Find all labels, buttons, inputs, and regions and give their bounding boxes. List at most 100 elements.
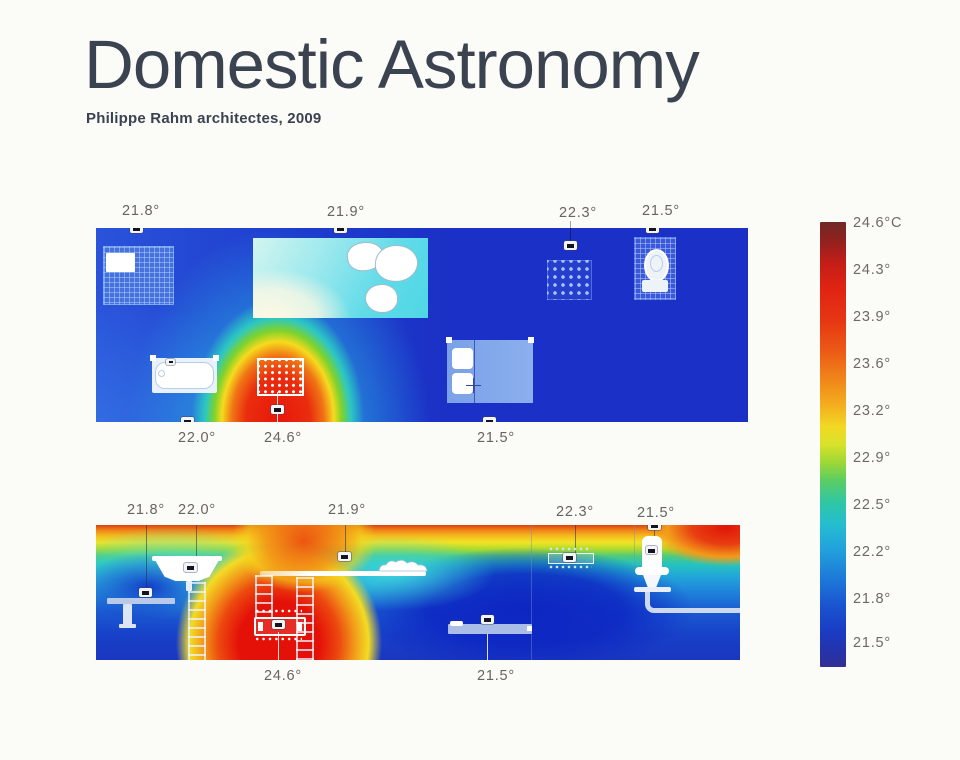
- temperature-sensor: [272, 620, 285, 629]
- sensor-wire: [654, 525, 655, 537]
- scale-tick-label: 21.8°: [853, 591, 892, 607]
- scale-tick-label: 23.2°: [853, 403, 892, 419]
- section-temp-label: 21.8°: [126, 502, 166, 518]
- shower-dots: [548, 547, 592, 551]
- plan-temp-label: 21.5°: [476, 430, 516, 446]
- plan-thermal-map: [96, 228, 748, 422]
- temperature-sensor: [481, 615, 494, 624]
- sensor-wire: [196, 525, 197, 557]
- toilet-seat-section: [635, 567, 669, 575]
- temperature-sensor: [648, 525, 661, 530]
- toilet-tank-plan: [642, 280, 668, 292]
- bathtub-plan: [150, 355, 219, 393]
- radiator-plan: [257, 358, 304, 396]
- section-temp-label: 21.9°: [327, 502, 367, 518]
- plan-temp-label: 24.6°: [263, 430, 303, 446]
- kitchen-block-plan: [446, 337, 534, 403]
- section-temp-label: 21.5°: [636, 505, 676, 521]
- section-temp-label: 22.0°: [177, 502, 217, 518]
- section-temp-label: 24.6°: [263, 668, 303, 684]
- section-temp-label: 21.5°: [476, 668, 516, 684]
- bench-section: [448, 621, 532, 634]
- mount-post: [446, 337, 452, 343]
- bed-tiled-area-plan: [103, 246, 174, 305]
- temperature-sensor: [563, 553, 576, 562]
- sensor-lead-line: [277, 414, 278, 422]
- lying-person: [378, 559, 428, 572]
- sensor-lead-line: [570, 228, 571, 242]
- cloud-cushion: [364, 282, 399, 315]
- scale-tick-label: 22.2°: [853, 544, 892, 560]
- table-top-section: [107, 598, 175, 604]
- scale-tick-label: 21.5°: [853, 635, 892, 651]
- temperature-sensor: [338, 552, 351, 561]
- kitchen-sink: [452, 348, 473, 369]
- plan-temp-label: 21.9°: [326, 204, 366, 220]
- radiator-cap: [297, 622, 302, 631]
- scale-tick-label: 23.6°: [853, 356, 892, 372]
- section-thermal-map: [96, 525, 740, 660]
- temperature-scale-bar: [820, 222, 846, 667]
- bed-mat-plan: [106, 253, 135, 272]
- sensor-wire: [345, 525, 346, 553]
- temperature-sensor: [483, 417, 496, 422]
- sensor-lead-line: [487, 634, 488, 660]
- ladder: [255, 575, 273, 617]
- wall-line: [634, 525, 635, 567]
- temperature-sensor: [130, 228, 143, 233]
- table-foot: [119, 624, 136, 628]
- wall-line: [531, 525, 532, 660]
- sensor-lead-line: [277, 392, 278, 405]
- scale-tick-label: 22.5°: [853, 497, 892, 513]
- section-temp-label: 22.3°: [555, 504, 595, 520]
- toilet-room-plan: [634, 237, 676, 300]
- temperature-sensor: [334, 228, 347, 233]
- temperature-sensor: [184, 563, 197, 572]
- temperature-sensor: [646, 546, 657, 554]
- sensor-wire: [575, 525, 576, 553]
- kitchen-divider: [474, 340, 475, 403]
- bathtub-drain: [158, 370, 165, 377]
- bathtub-rim: [155, 362, 214, 389]
- mount-post: [527, 626, 532, 631]
- page-subtitle: Philippe Rahm architectes, 2009: [86, 110, 322, 127]
- radiator-dots: [254, 609, 302, 613]
- kitchen-sink: [452, 373, 473, 394]
- plan-temp-label: 21.8°: [121, 203, 161, 219]
- temperature-sensor: [564, 241, 577, 250]
- temperature-sensor: [139, 588, 152, 597]
- shower-plate-plan: [547, 260, 592, 300]
- scale-tick-label: 22.9°: [853, 450, 892, 466]
- temperature-sensor: [166, 359, 175, 365]
- toilet-bowl-plan: [644, 249, 669, 282]
- table-leg: [123, 604, 132, 626]
- plan-temp-label: 22.0°: [177, 430, 217, 446]
- plan-temp-label: 22.3°: [558, 205, 598, 221]
- scale-tick-label: 24.3°: [853, 262, 892, 278]
- sensor-lead-line: [278, 632, 279, 660]
- radiator-cap: [258, 622, 263, 631]
- bench-pillow: [450, 621, 463, 626]
- mount-post: [150, 355, 156, 361]
- label-connector-line: [570, 221, 571, 229]
- plan-temp-label: 21.5°: [641, 203, 681, 219]
- scale-tick-label: 23.9°: [853, 309, 892, 325]
- mount-post: [213, 355, 219, 361]
- scale-tick-label: 24.6°C: [853, 215, 903, 231]
- mount-post: [528, 337, 534, 343]
- cross-mark: [473, 378, 474, 393]
- bathtub-rim-section: [152, 556, 222, 561]
- temperature-sensor: [181, 417, 194, 422]
- shower-dots: [548, 565, 592, 569]
- sleeping-platform: [260, 571, 426, 576]
- sensor-wire: [146, 525, 147, 589]
- toilet-pedestal: [643, 575, 661, 588]
- page-title: Domestic Astronomy: [84, 26, 700, 103]
- toilet-base-plate: [634, 587, 671, 592]
- bathtub-drain-section: [186, 581, 192, 591]
- ladder: [188, 582, 206, 660]
- temperature-sensor: [271, 405, 284, 414]
- living-room-plan: [253, 238, 428, 318]
- temperature-sensor: [646, 228, 659, 233]
